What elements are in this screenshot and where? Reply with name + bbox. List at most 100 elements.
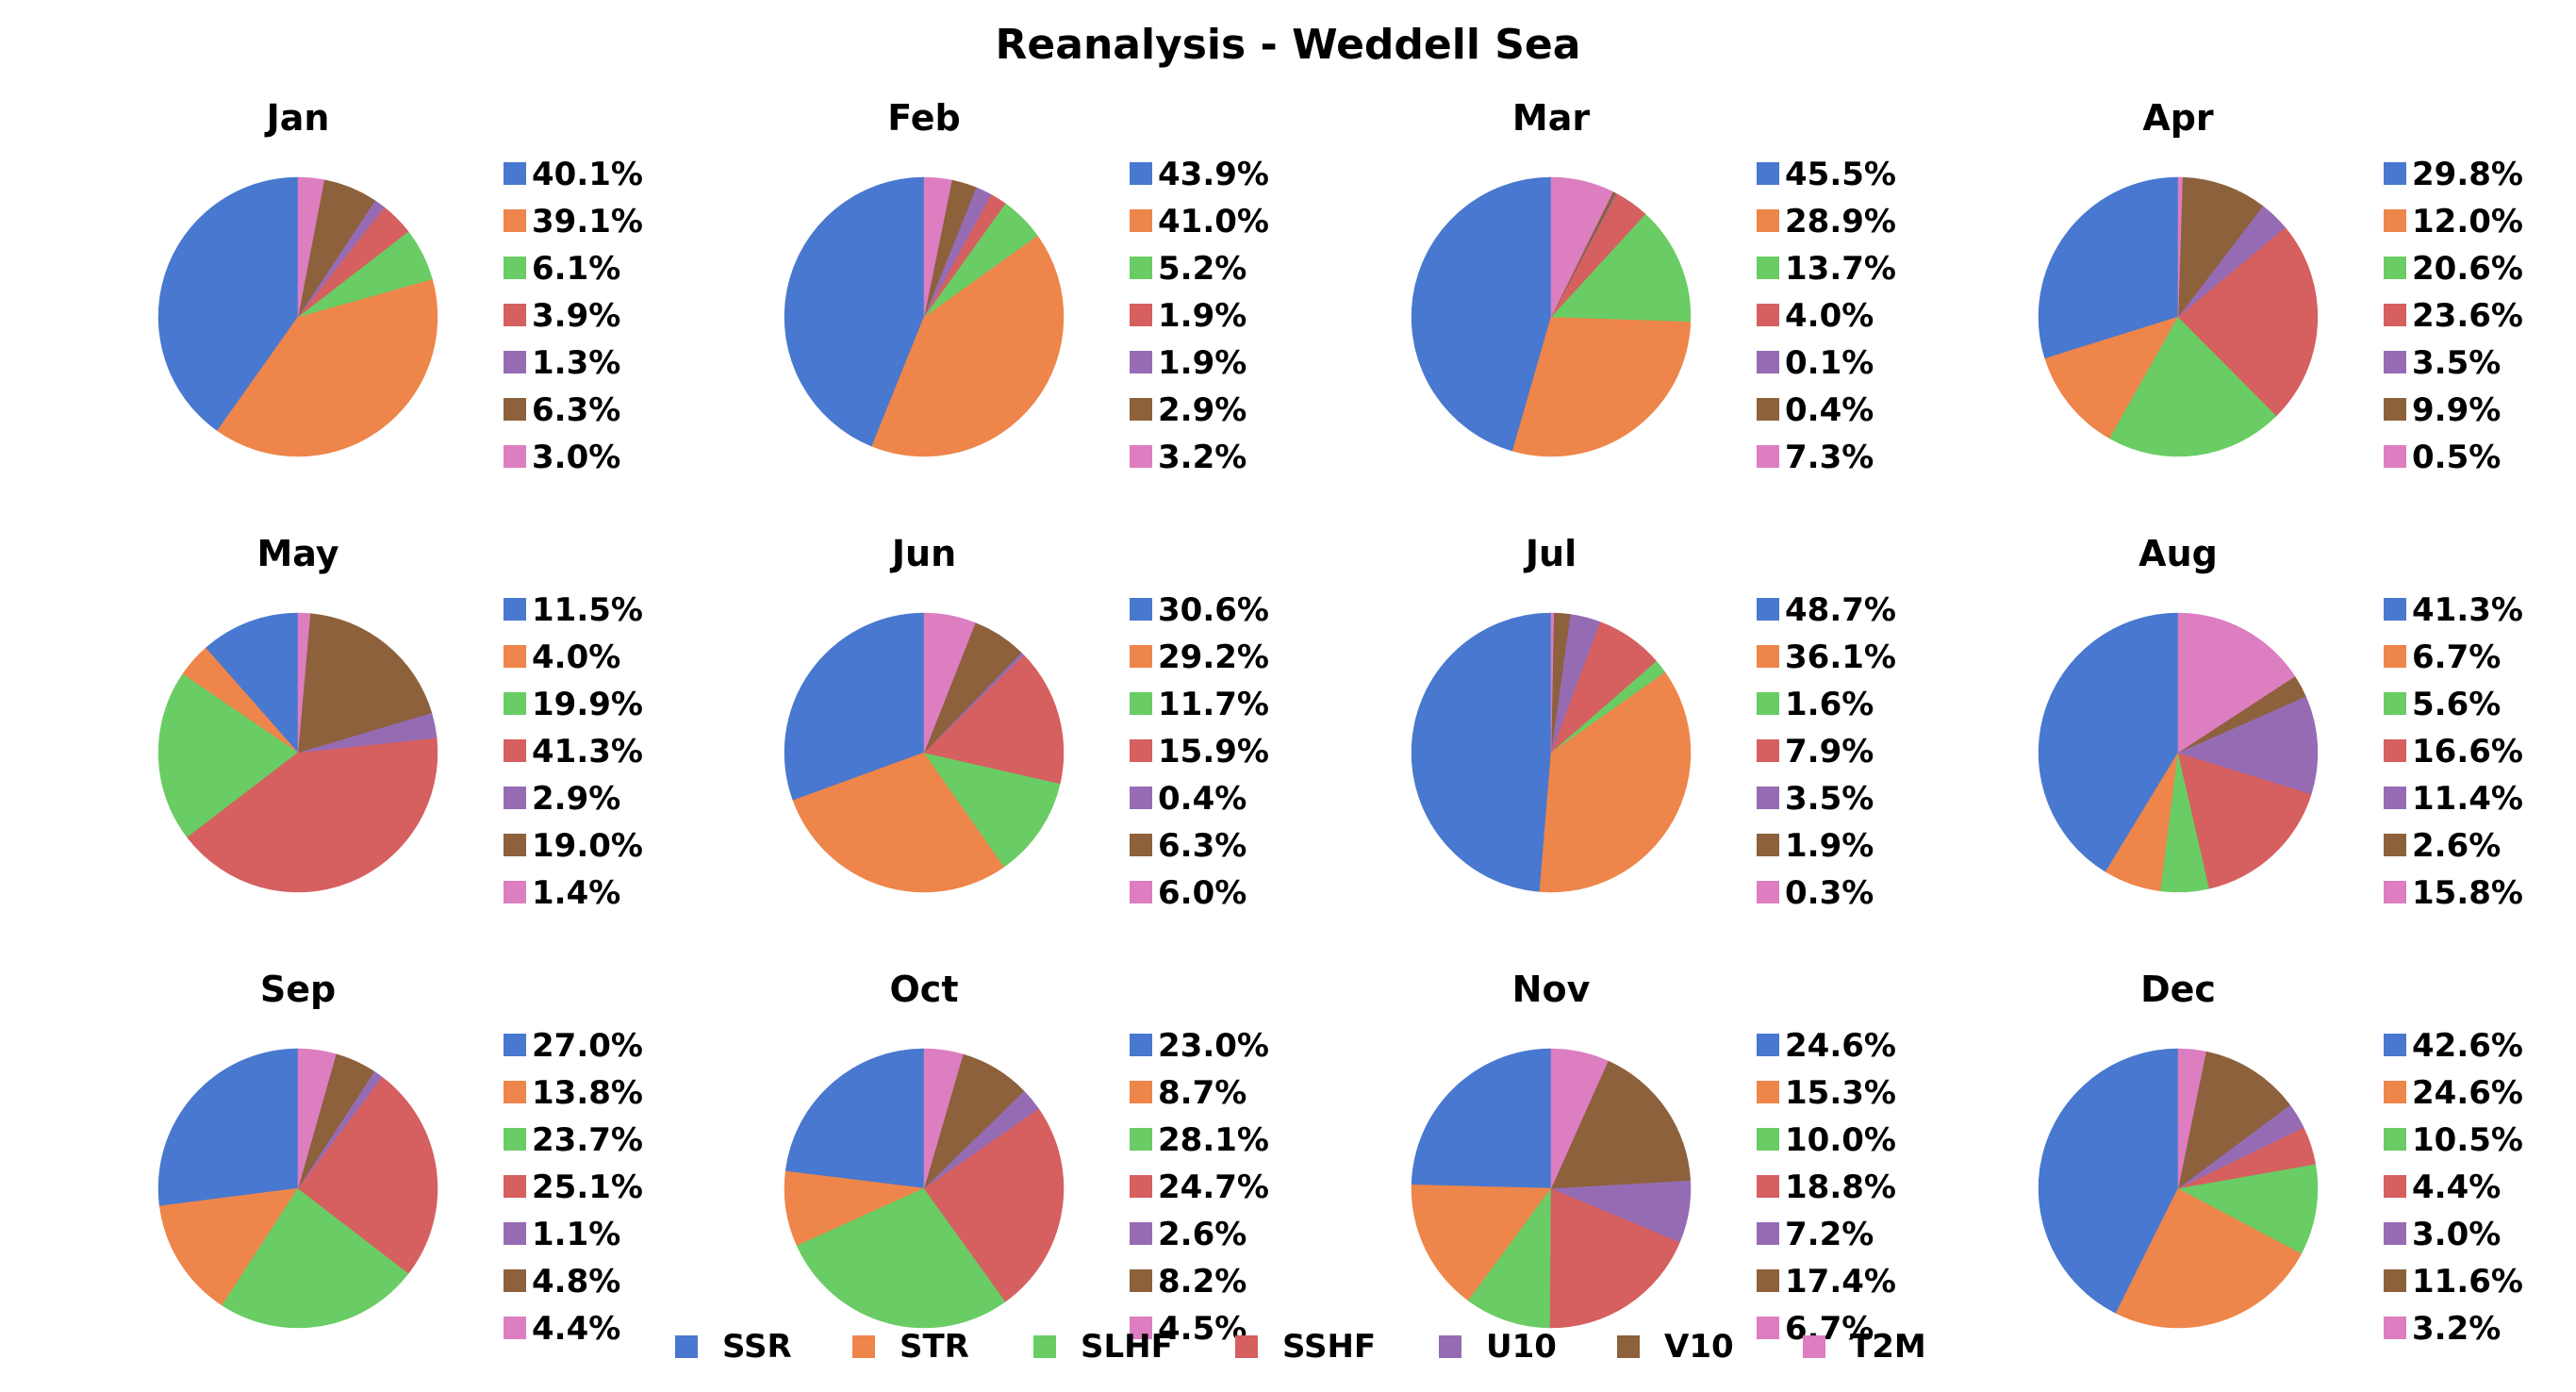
percent-label: 13.8% bbox=[532, 1074, 643, 1112]
percent-label: 6.0% bbox=[1158, 874, 1247, 912]
percent-label: 36.1% bbox=[1785, 638, 1896, 676]
legend-swatch-sshf bbox=[1235, 1335, 1258, 1358]
percent-label: 2.6% bbox=[1158, 1216, 1247, 1253]
pie-title: Oct bbox=[890, 969, 959, 1010]
percent-label: 39.1% bbox=[532, 203, 643, 240]
percent-label: 24.6% bbox=[1785, 1027, 1896, 1065]
percent-label: 13.7% bbox=[1785, 250, 1896, 288]
pie-title: Jan bbox=[264, 97, 330, 139]
legend-swatch-v10 bbox=[504, 1269, 526, 1292]
percent-label: 3.2% bbox=[1158, 439, 1247, 476]
figure-legend: SSR STR SLHF SSHF U10 V10 T2M bbox=[675, 1328, 1926, 1366]
pie-slice-slhf bbox=[923, 752, 1061, 868]
pie-title: Jun bbox=[889, 533, 956, 574]
percent-label: 4.4% bbox=[2412, 1168, 2501, 1206]
legend-swatch-t2m bbox=[1757, 445, 1779, 468]
legend-swatch-u10 bbox=[2384, 351, 2406, 373]
percent-label: 3.0% bbox=[2412, 1216, 2501, 1253]
percent-label: 3.9% bbox=[532, 297, 620, 335]
legend-swatch-u10 bbox=[504, 1222, 526, 1245]
legend-swatch-v10 bbox=[2384, 1269, 2406, 1292]
legend-swatch-slhf bbox=[2384, 257, 2406, 279]
percent-label: 8.7% bbox=[1158, 1074, 1247, 1112]
legend-swatch-slhf bbox=[504, 692, 526, 715]
legend-swatch-u10 bbox=[1439, 1335, 1461, 1358]
pie-slice-t2m bbox=[923, 1048, 964, 1189]
percent-label: 6.1% bbox=[532, 250, 620, 288]
legend-swatch-slhf bbox=[2384, 1128, 2406, 1151]
legend-swatch-ssr bbox=[2384, 1034, 2406, 1056]
legend-swatch-v10 bbox=[1130, 398, 1152, 421]
percent-label: 43.9% bbox=[1158, 156, 1269, 193]
legend-swatch-str bbox=[1757, 1081, 1779, 1103]
percent-label: 15.3% bbox=[1785, 1074, 1896, 1112]
pie-slice-ssr bbox=[784, 176, 925, 447]
pie-slice-t2m bbox=[1550, 1048, 1609, 1189]
pie-slice-u10 bbox=[2177, 696, 2319, 795]
percent-label: 0.3% bbox=[1785, 874, 1874, 912]
legend-swatch-t2m bbox=[1130, 881, 1152, 903]
percent-label: 10.0% bbox=[1785, 1121, 1896, 1159]
pie-title: Feb bbox=[887, 97, 960, 139]
legend-swatch-ssr bbox=[1130, 598, 1152, 621]
pie-slice-ssr bbox=[157, 1048, 299, 1207]
percent-label: 28.1% bbox=[1158, 1121, 1269, 1159]
legend-swatch-t2m bbox=[1130, 445, 1152, 468]
percent-label: 1.3% bbox=[532, 344, 620, 382]
percent-label: 23.6% bbox=[2412, 297, 2523, 335]
legend-swatch-sshf bbox=[2384, 739, 2406, 762]
legend-swatch-ssr bbox=[1757, 162, 1779, 185]
legend-label-slhf: SLHF bbox=[1081, 1328, 1173, 1366]
pie-slice-sshf bbox=[297, 1076, 438, 1274]
pie-slice-sshf bbox=[923, 1108, 1065, 1302]
legend-swatch-ssr bbox=[504, 162, 526, 185]
legend-swatch-slhf bbox=[504, 1128, 526, 1151]
pie-chart-dec: Dec 42.6% 24.6% 10.5% 4.4% 3.0% 11.6% 3.2% bbox=[2038, 969, 2523, 1348]
percent-label: 4.0% bbox=[1785, 297, 1874, 335]
pie-slice-slhf bbox=[222, 1187, 409, 1329]
legend-swatch-str bbox=[504, 645, 526, 668]
legend-swatch-sshf bbox=[1130, 739, 1152, 762]
pie-chart-jan: Jan 40.1% 39.1% 6.1% 3.9% 1.3% 6.3% 3.0% bbox=[157, 97, 643, 476]
percent-label: 9.9% bbox=[2412, 391, 2501, 429]
legend-swatch-slhf bbox=[504, 257, 526, 279]
legend-swatch-slhf bbox=[1130, 1128, 1152, 1151]
pie-slice-ssr bbox=[157, 176, 299, 432]
legend-swatch-sshf bbox=[1130, 304, 1152, 326]
legend-swatch-v10 bbox=[1617, 1335, 1640, 1358]
percent-label: 41.3% bbox=[2412, 591, 2523, 629]
legend-swatch-t2m bbox=[1757, 1317, 1779, 1339]
legend-swatch-t2m bbox=[1803, 1335, 1825, 1358]
pie-slice-ssr bbox=[784, 1048, 925, 1189]
legend-label-ssr: SSR bbox=[722, 1328, 792, 1366]
pie-slice-v10 bbox=[2177, 1051, 2291, 1189]
legend-swatch-u10 bbox=[2384, 1222, 2406, 1245]
legend-swatch-v10 bbox=[1130, 1269, 1152, 1292]
pie-slice-ssr bbox=[1411, 612, 1552, 892]
legend-swatch-sshf bbox=[504, 304, 526, 326]
percent-label: 1.4% bbox=[532, 874, 620, 912]
pie-slice-t2m bbox=[2177, 1048, 2206, 1189]
legend-swatch-u10 bbox=[1130, 351, 1152, 373]
percent-label: 8.2% bbox=[1158, 1263, 1247, 1301]
legend-swatch-u10 bbox=[1757, 1222, 1779, 1245]
pie-slice-str bbox=[871, 235, 1065, 457]
legend-swatch-u10 bbox=[1757, 787, 1779, 809]
legend-swatch-u10 bbox=[2384, 787, 2406, 809]
pie-chart-aug: Aug 41.3% 6.7% 5.6% 16.6% 11.4% 2.6% 15.8% bbox=[2038, 533, 2523, 912]
percent-label: 7.3% bbox=[1785, 439, 1874, 476]
percent-label: 3.0% bbox=[532, 439, 620, 476]
pie-title: Mar bbox=[1512, 97, 1590, 139]
legend-swatch-str bbox=[1757, 645, 1779, 668]
percent-label: 23.7% bbox=[532, 1121, 643, 1159]
legend-swatch-str bbox=[1130, 645, 1152, 668]
pie-title: Sep bbox=[260, 969, 336, 1010]
pie-slice-sshf bbox=[2177, 226, 2319, 417]
percent-label: 0.1% bbox=[1785, 344, 1874, 382]
percent-label: 1.9% bbox=[1158, 297, 1247, 335]
legend-swatch-t2m bbox=[504, 881, 526, 903]
pie-chart-feb: Feb 43.9% 41.0% 5.2% 1.9% 1.9% 2.9% 3.2% bbox=[784, 97, 1269, 476]
pie-title: Nov bbox=[1512, 969, 1591, 1010]
percent-label: 30.6% bbox=[1158, 591, 1269, 629]
pie-slice-t2m bbox=[2177, 612, 2296, 754]
